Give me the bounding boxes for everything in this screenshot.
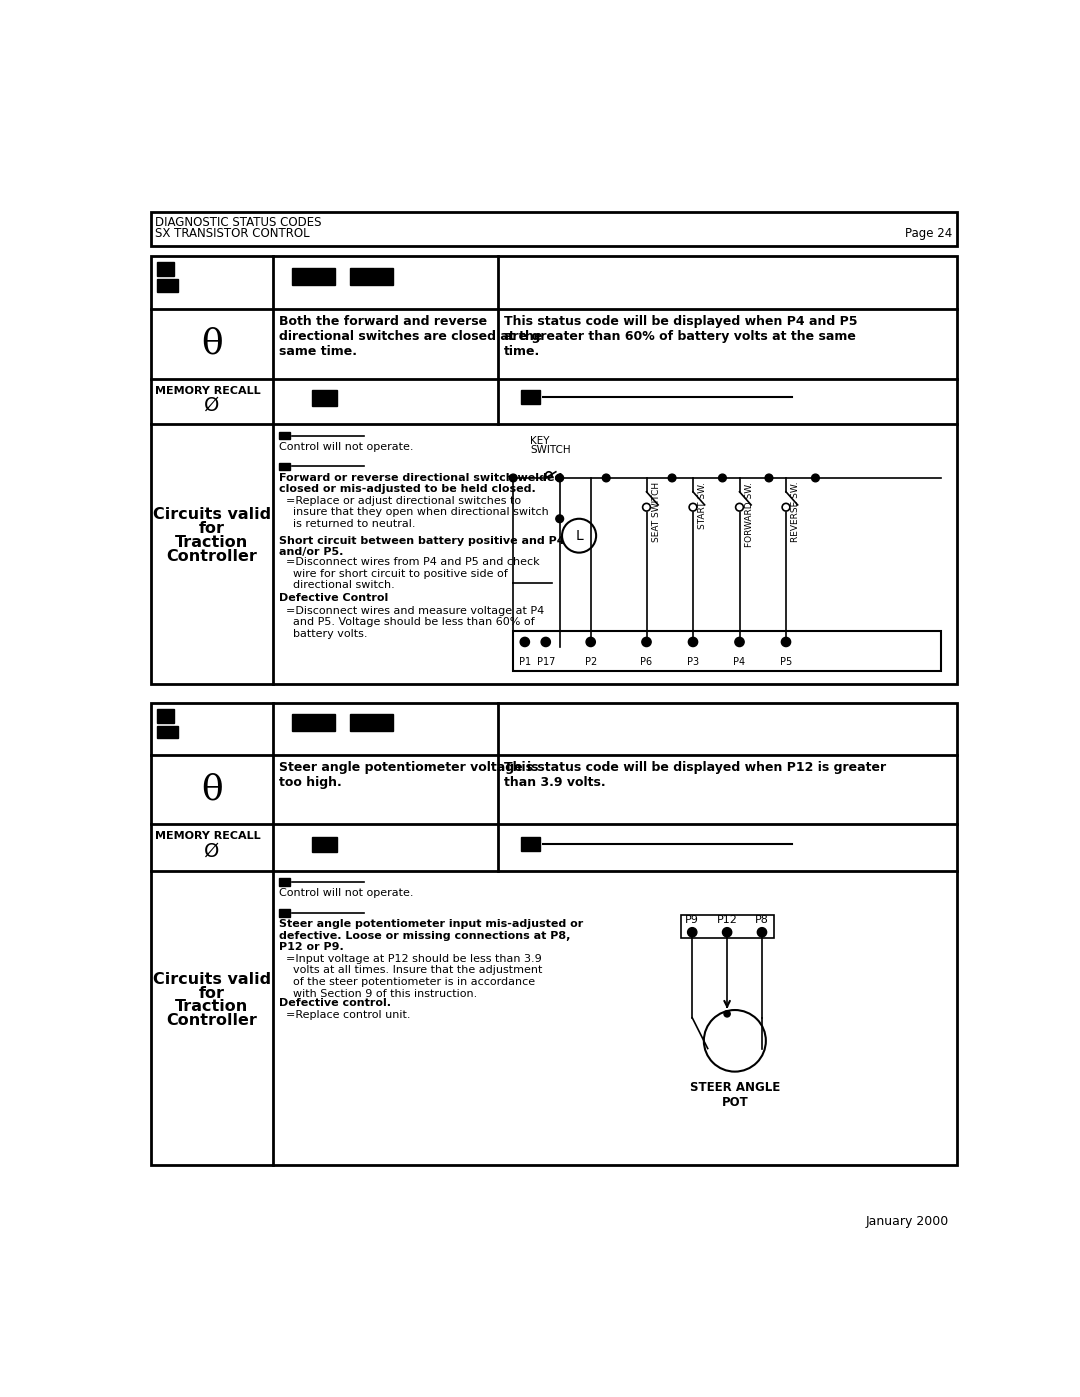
Text: STEER ANGLE
POT: STEER ANGLE POT [690, 1081, 780, 1109]
Text: This status code will be displayed when P12 is greater
than 3.9 volts.: This status code will be displayed when … [504, 761, 886, 789]
Text: Forward or reverse directional switch welded
closed or mis-adjusted to be held c: Forward or reverse directional switch we… [279, 472, 563, 495]
Text: Ø: Ø [204, 395, 219, 415]
Text: Controller: Controller [166, 549, 257, 564]
Text: P17: P17 [537, 657, 555, 666]
Bar [279, 462, 291, 471]
Bar [279, 909, 291, 916]
Circle shape [603, 474, 610, 482]
Text: P6: P6 [640, 657, 652, 666]
Circle shape [734, 637, 744, 647]
Text: P4: P4 [733, 657, 745, 666]
Text: P2: P2 [584, 657, 597, 666]
Circle shape [723, 928, 732, 937]
Text: Circuits valid: Circuits valid [152, 507, 271, 522]
Circle shape [718, 474, 727, 482]
Text: Both the forward and reverse
directional switches are closed at the
same time.: Both the forward and reverse directional… [279, 314, 542, 358]
Text: Steer angle potentiometer input mis-adjusted or
defective. Loose or missing conn: Steer angle potentiometer input mis-adju… [279, 919, 583, 953]
Circle shape [688, 637, 698, 647]
Circle shape [586, 637, 595, 647]
Bar [279, 879, 291, 886]
Circle shape [757, 928, 767, 937]
Text: L: L [576, 528, 583, 542]
Text: =Input voltage at P12 should be less than 3.9
    volts at all times. Insure tha: =Input voltage at P12 should be less tha… [279, 954, 542, 999]
Text: Control will not operate.: Control will not operate. [279, 888, 414, 898]
Text: KEY: KEY [530, 436, 550, 446]
Text: Defective control.: Defective control. [279, 997, 391, 1007]
Text: =Replace or adjust directional switches to
    insure that they open when direct: =Replace or adjust directional switches … [279, 496, 549, 529]
Bar [312, 837, 337, 852]
Circle shape [642, 637, 651, 647]
Text: START SW.: START SW. [699, 482, 707, 528]
Text: P5: P5 [780, 657, 792, 666]
Bar [521, 390, 540, 404]
Bar [157, 279, 178, 292]
Text: =Replace control unit.: =Replace control unit. [279, 1010, 410, 1020]
Circle shape [811, 474, 820, 482]
Bar [293, 268, 335, 285]
Circle shape [669, 474, 676, 482]
Text: Steer angle potentiometer voltage is
too high.: Steer angle potentiometer voltage is too… [279, 761, 539, 789]
Circle shape [781, 637, 791, 647]
Bar [157, 726, 178, 738]
Text: P12: P12 [717, 915, 738, 925]
Text: Traction: Traction [175, 535, 248, 550]
Text: for: for [199, 521, 225, 536]
Circle shape [735, 503, 743, 511]
Text: MEMORY RECALL: MEMORY RECALL [156, 386, 260, 395]
Text: θ: θ [201, 773, 222, 807]
Text: P1: P1 [518, 657, 531, 666]
Bar [350, 714, 393, 731]
Text: Traction: Traction [175, 999, 248, 1014]
Bar [513, 631, 941, 671]
Circle shape [556, 474, 564, 482]
Circle shape [724, 1011, 730, 1017]
Circle shape [688, 928, 697, 937]
Bar [312, 390, 337, 405]
Text: P3: P3 [687, 657, 699, 666]
Text: P8: P8 [755, 915, 769, 925]
Circle shape [765, 474, 773, 482]
Circle shape [521, 637, 529, 647]
Text: Control will not operate.: Control will not operate. [279, 441, 414, 451]
Text: P9: P9 [686, 915, 699, 925]
Text: January 2000: January 2000 [865, 1215, 948, 1228]
Text: Controller: Controller [166, 1013, 257, 1028]
Text: Defective Control: Defective Control [279, 594, 389, 604]
Circle shape [556, 515, 564, 522]
Text: REVERSE SW.: REVERSE SW. [792, 482, 800, 542]
Text: DIAGNOSTIC STATUS CODES: DIAGNOSTIC STATUS CODES [156, 217, 322, 229]
Bar [157, 708, 174, 722]
Text: θ: θ [201, 327, 222, 360]
Text: Circuits valid: Circuits valid [152, 972, 271, 986]
Bar [293, 714, 335, 731]
Circle shape [541, 637, 551, 647]
Text: Short circuit between battery positive and P4
and/or P5.: Short circuit between battery positive a… [279, 535, 565, 557]
Bar [350, 268, 393, 285]
Text: SEAT SWITCH: SEAT SWITCH [652, 482, 661, 542]
Text: MEMORY RECALL: MEMORY RECALL [156, 831, 260, 841]
Bar [521, 837, 540, 851]
Text: for: for [199, 985, 225, 1000]
Text: Page 24: Page 24 [905, 226, 951, 240]
Bar [157, 263, 174, 277]
Text: FORWARD SW.: FORWARD SW. [745, 482, 754, 546]
Circle shape [782, 503, 789, 511]
Circle shape [689, 503, 697, 511]
Bar [150, 211, 957, 246]
Bar [279, 432, 291, 440]
Bar [150, 703, 957, 1165]
Text: SWITCH: SWITCH [530, 444, 571, 455]
Text: SX TRANSISTOR CONTROL: SX TRANSISTOR CONTROL [156, 226, 310, 240]
Bar [150, 256, 957, 683]
Text: =Disconnect wires and measure voltage at P4
    and P5. Voltage should be less t: =Disconnect wires and measure voltage at… [279, 606, 544, 638]
Circle shape [510, 474, 517, 482]
Text: This status code will be displayed when P4 and P5
are greater than 60% of batter: This status code will be displayed when … [504, 314, 858, 358]
Text: =Disconnect wires from P4 and P5 and check
    wire for short circuit to positiv: =Disconnect wires from P4 and P5 and che… [279, 557, 540, 591]
Text: Ø: Ø [204, 841, 219, 861]
Bar [680, 915, 773, 939]
Circle shape [643, 503, 650, 511]
